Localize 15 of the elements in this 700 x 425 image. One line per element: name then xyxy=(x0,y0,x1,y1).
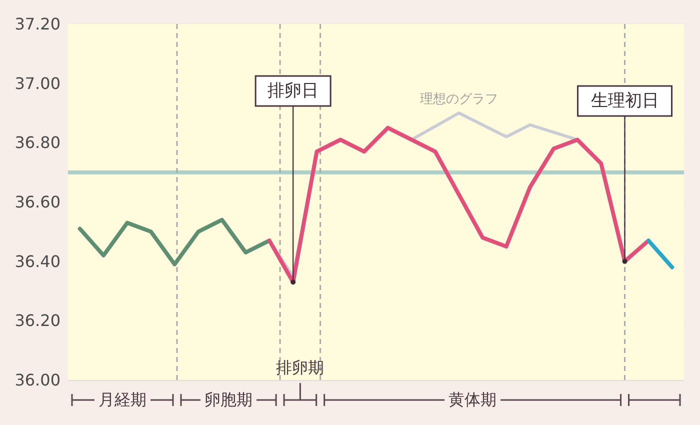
y-tick-label: 36.80 xyxy=(14,133,60,152)
y-tick-label: 36.60 xyxy=(14,192,60,212)
line-series xyxy=(78,218,272,266)
text: 黄体期 xyxy=(448,390,497,409)
annotation: 排卵期 xyxy=(276,358,324,377)
y-tick-label: 37.00 xyxy=(14,74,60,93)
annotation: 排卵日 xyxy=(268,81,319,101)
y-tick-label: 37.20 xyxy=(14,14,60,34)
y-tick-label: 36.00 xyxy=(14,370,60,390)
text: 月経期 xyxy=(98,390,146,409)
annotation: 生理初日 xyxy=(590,91,659,111)
text: 卵胞期 xyxy=(204,390,253,409)
y-tick-label: 36.40 xyxy=(14,252,60,271)
y-tick-label: 36.20 xyxy=(14,311,60,330)
series-label: 理想のグラフ xyxy=(420,92,498,107)
